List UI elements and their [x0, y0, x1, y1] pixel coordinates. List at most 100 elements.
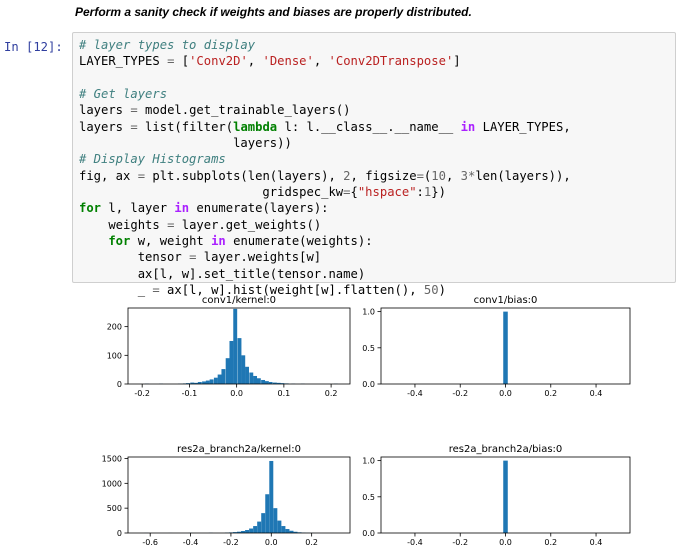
plot-frame — [127, 307, 351, 385]
y-tick-label: 1.0 — [362, 308, 375, 317]
histogram-bar — [186, 383, 190, 384]
histogram-bar — [277, 520, 282, 533]
code-token: l, layer — [101, 201, 175, 216]
histogram-bar — [261, 379, 266, 384]
histogram-bar — [253, 526, 258, 533]
code-token: : — [416, 185, 424, 200]
histogram-bar — [232, 532, 237, 533]
code-operator: = — [189, 250, 197, 265]
histogram-bar — [273, 508, 278, 533]
code-token: ax[l, w].set_title(tensor.name) — [79, 266, 366, 281]
histogram-bar — [225, 358, 230, 384]
code-editor[interactable]: # layer types to display LAYER_TYPES = [… — [79, 37, 571, 299]
histogram-bar — [213, 377, 218, 384]
plot-title: conv1/bias:0 — [474, 295, 538, 306]
y-tick-label: 0 — [117, 529, 122, 538]
histogram-bar — [245, 366, 249, 384]
code-number: 50 — [423, 283, 439, 298]
histogram-bar — [276, 382, 281, 384]
x-tick-label: 0.4 — [590, 389, 603, 398]
code-operator: = — [130, 103, 138, 118]
code-string: 'Conv2D' — [189, 54, 248, 69]
histogram-bar — [221, 369, 226, 384]
plot-title: conv1/kernel:0 — [202, 295, 276, 306]
x-tick-label: -0.4 — [183, 538, 199, 547]
y-tick-label: 0.0 — [362, 529, 375, 538]
y-tick-label: 200 — [107, 323, 122, 332]
histogram-bar — [265, 494, 270, 533]
x-tick-label: 0.2 — [325, 389, 338, 398]
code-string: "hspace" — [357, 185, 417, 200]
code-token: , figsize — [350, 168, 417, 183]
code-comment: # layer types to display — [79, 38, 256, 52]
histogram-bar — [229, 340, 234, 384]
x-tick-label: -0.4 — [407, 538, 423, 547]
histogram-bar — [289, 530, 294, 533]
code-operator: = — [167, 217, 175, 232]
code-keyword: in — [174, 201, 190, 216]
x-tick-label: 0.0 — [499, 389, 512, 398]
histogram-bar — [268, 381, 273, 384]
histogram-bar — [280, 383, 285, 384]
code-token: , — [445, 168, 461, 183]
code-cell[interactable]: # layer types to display LAYER_TYPES = [… — [72, 32, 676, 297]
code-token: enumerate(layers): — [189, 201, 329, 216]
code-string: 'Dense' — [262, 54, 314, 69]
code-token: layer.get_weights() — [174, 217, 322, 232]
x-tick-label: 0.2 — [544, 389, 557, 398]
code-keyword: in — [211, 234, 226, 249]
code-operator: = — [152, 283, 160, 298]
code-comment: # Display Histograms — [79, 152, 226, 167]
x-tick-label: -0.2 — [134, 389, 150, 398]
y-tick-label: 1500 — [102, 454, 122, 463]
x-tick-label: 0.2 — [305, 538, 318, 547]
plot-frame — [127, 456, 351, 534]
plot-title: res2a_branch2a/bias:0 — [449, 444, 563, 455]
input-prompt: In [12]: — [4, 40, 63, 54]
histogram-bar — [269, 460, 274, 533]
histogram-bar — [285, 529, 290, 533]
code-token: model.get_trainable_layers() — [137, 103, 351, 118]
histogram-bar — [217, 374, 222, 384]
y-tick-label: 1.0 — [362, 457, 375, 466]
histogram-bar — [197, 381, 202, 384]
code-token: ax[l, w].hist(weight[w].flatten(), — [159, 283, 424, 298]
x-tick-label: -0.2 — [223, 538, 239, 547]
code-token: , — [247, 54, 263, 69]
code-number: 3 — [460, 168, 468, 183]
histogram-bar — [256, 378, 261, 384]
histogram-bar — [249, 372, 254, 384]
code-token: }) — [431, 185, 446, 200]
code-token: list(filter( — [137, 119, 234, 134]
histogram-bar — [257, 521, 262, 533]
code-keyword: for — [79, 234, 131, 249]
y-tick-label: 100 — [107, 351, 122, 360]
code-token: ] — [453, 54, 461, 69]
x-tick-label: 0.2 — [544, 538, 557, 547]
code-keyword: in — [460, 119, 476, 134]
histogram-bar — [245, 530, 250, 533]
code-token: enumerate(weights): — [225, 234, 373, 249]
plot-title: res2a_branch2a/kernel:0 — [177, 444, 301, 455]
histogram-bar — [190, 382, 195, 384]
code-number: 2 — [343, 168, 351, 183]
x-tick-label: 0.0 — [499, 538, 512, 547]
x-tick-label: 0.0 — [265, 538, 278, 547]
histogram-bar — [261, 513, 266, 533]
y-tick-label: 500 — [107, 504, 122, 513]
code-token: layers — [79, 103, 131, 118]
histogram-bar — [233, 308, 238, 384]
histogram-bar — [209, 379, 214, 384]
code-token: len(layers)), — [475, 168, 571, 183]
y-tick-label: 0.0 — [362, 380, 375, 389]
histogram-bar — [241, 531, 246, 533]
code-token: LAYER_TYPES, — [475, 119, 571, 134]
code-keyword: lambda — [233, 119, 278, 134]
x-tick-label: 0.0 — [230, 389, 243, 398]
code-token: LAYER_TYPES — [79, 54, 168, 69]
markdown-heading: Perform a sanity check if weights and bi… — [75, 5, 472, 19]
code-token: [ — [174, 54, 190, 69]
y-tick-label: 1000 — [102, 479, 122, 488]
code-token: layers)) — [79, 136, 292, 151]
code-number: 1 — [423, 185, 432, 200]
